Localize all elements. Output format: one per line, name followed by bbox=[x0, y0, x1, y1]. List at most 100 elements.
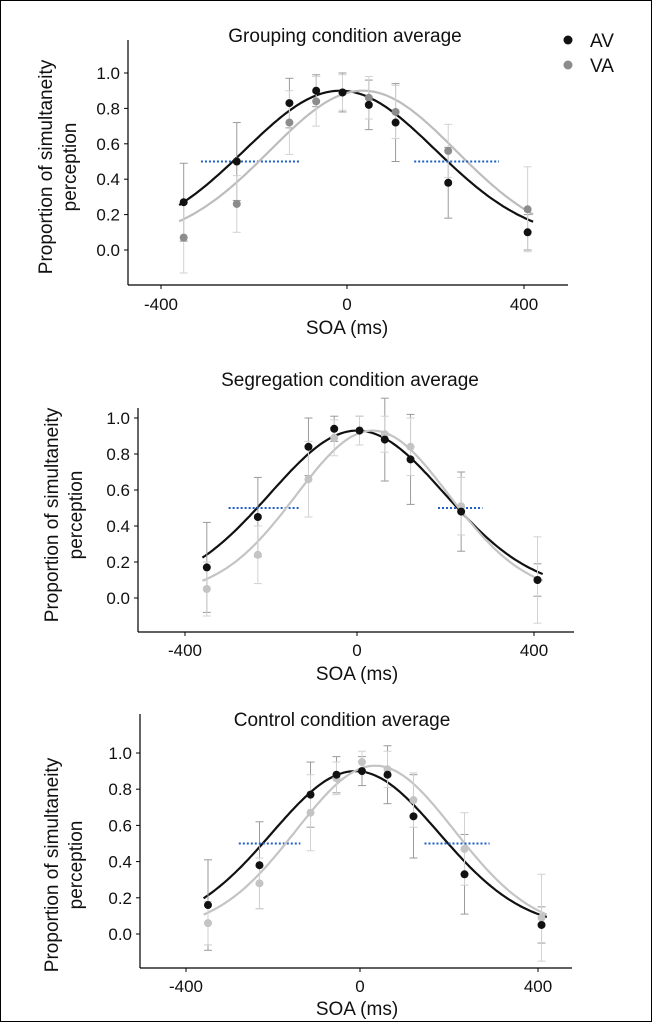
y-tick-label: 0.0 bbox=[96, 241, 120, 260]
plot-area: 0.0 0.2 0.4 0.6 0.8 1.0 -400 0 400 bbox=[96, 40, 568, 314]
chart-title: Grouping condition average bbox=[228, 26, 461, 47]
data-point-va bbox=[179, 233, 188, 242]
data-point-av bbox=[364, 100, 373, 109]
fit-curve-va bbox=[202, 429, 544, 582]
data-point-av bbox=[232, 157, 241, 166]
data-point-av bbox=[444, 178, 453, 187]
chart-panel-segregation: Segregation condition average Proportion… bbox=[42, 370, 574, 685]
x-tick-label: 0 bbox=[342, 295, 351, 314]
y-axis-label-line-1: Proportion of simultaneity bbox=[36, 59, 57, 274]
data-point-av bbox=[409, 812, 418, 821]
y-tick-label: 0.0 bbox=[108, 925, 132, 944]
x-tick-label: 400 bbox=[510, 295, 538, 314]
data-point-av bbox=[355, 426, 364, 435]
x-tick-label: 400 bbox=[520, 641, 548, 660]
data-point-va bbox=[312, 97, 321, 106]
x-tick-label: 0 bbox=[352, 641, 361, 660]
fit-curve-va bbox=[178, 89, 534, 223]
data-point-av bbox=[312, 86, 321, 95]
legend-marker-va bbox=[563, 60, 573, 70]
data-point-av bbox=[533, 576, 542, 584]
data-point-va bbox=[204, 919, 212, 928]
data-point-va bbox=[330, 433, 339, 442]
data-point-av bbox=[358, 767, 366, 776]
fit-curve-av bbox=[201, 429, 544, 576]
y-tick-label: 0.4 bbox=[106, 517, 130, 536]
data-point-av bbox=[202, 563, 211, 572]
data-point-va bbox=[460, 844, 469, 853]
data-point-va bbox=[358, 758, 366, 767]
y-tick-label: 0.4 bbox=[96, 170, 120, 189]
chart-panel-control: Control condition average Proportion of … bbox=[42, 710, 572, 1020]
y-tick-label: 1.0 bbox=[96, 64, 120, 83]
data-point-av bbox=[332, 770, 341, 779]
data-point-va bbox=[255, 879, 264, 888]
plot-area: 0.0 0.2 0.4 0.6 0.8 1.0 -400 0 400 bbox=[106, 397, 574, 660]
y-tick-label: 1.0 bbox=[108, 744, 132, 763]
fit-curve-av bbox=[178, 89, 534, 223]
y-tick-label: 0.8 bbox=[108, 780, 132, 799]
y-tick-label: 0.0 bbox=[106, 589, 130, 608]
data-point-va bbox=[391, 107, 400, 116]
y-axis-label-line-2: perception bbox=[66, 471, 87, 560]
fit-curve-av bbox=[202, 770, 548, 919]
x-axis-label: SOA (ms) bbox=[306, 318, 388, 339]
data-point-av bbox=[179, 198, 188, 207]
data-point-va bbox=[304, 475, 313, 484]
x-tick-label: 0 bbox=[355, 977, 364, 996]
x-tick-label: -400 bbox=[168, 641, 202, 660]
y-axis-label-line-2: perception bbox=[60, 123, 81, 212]
data-point-av bbox=[285, 99, 294, 108]
plot-area: 0.0 0.2 0.4 0.6 0.8 1.0 -400 0 400 bbox=[108, 714, 572, 996]
data-point-va bbox=[409, 796, 418, 805]
data-point-va bbox=[444, 146, 453, 155]
x-tick-label: -400 bbox=[169, 977, 203, 996]
legend-label-av: AV bbox=[590, 31, 614, 52]
data-point-av bbox=[460, 870, 469, 879]
y-tick-label: 1.0 bbox=[106, 409, 130, 428]
data-point-av bbox=[391, 118, 400, 127]
data-point-va bbox=[202, 585, 211, 593]
y-axis-label-line-1: Proportion of simultaneity bbox=[42, 407, 63, 622]
data-point-av bbox=[330, 424, 339, 433]
data-point-va bbox=[232, 199, 241, 208]
data-point-va bbox=[253, 550, 262, 559]
data-point-av bbox=[537, 920, 546, 929]
y-tick-label: 0.8 bbox=[106, 445, 130, 464]
data-point-av bbox=[255, 861, 264, 870]
y-tick-label: 0.2 bbox=[96, 206, 120, 225]
y-tick-label: 0.2 bbox=[106, 553, 130, 572]
data-point-av bbox=[383, 770, 392, 779]
data-point-av bbox=[338, 88, 347, 97]
data-point-va bbox=[364, 93, 373, 102]
data-point-av bbox=[523, 228, 532, 237]
data-point-va bbox=[537, 913, 546, 922]
x-axis-label: SOA (ms) bbox=[316, 999, 398, 1020]
data-point-av bbox=[457, 507, 466, 516]
data-point-av bbox=[253, 513, 262, 521]
legend-marker-av bbox=[563, 35, 573, 45]
y-tick-label: 0.6 bbox=[96, 135, 120, 154]
data-point-av bbox=[304, 442, 313, 451]
data-point-va bbox=[406, 442, 415, 451]
y-tick-label: 0.6 bbox=[108, 816, 132, 835]
chart-title: Segregation condition average bbox=[221, 370, 479, 391]
data-point-av bbox=[204, 901, 212, 910]
y-tick-label: 0.2 bbox=[108, 889, 132, 908]
fit-curve-va bbox=[203, 764, 548, 916]
chart-title: Control condition average bbox=[234, 710, 451, 731]
y-axis-label-line-2: perception bbox=[66, 821, 87, 910]
legend: AV VA bbox=[563, 31, 614, 77]
x-tick-label: -400 bbox=[144, 295, 178, 314]
data-point-va bbox=[523, 205, 532, 214]
x-axis-label: SOA (ms) bbox=[316, 664, 398, 685]
data-point-va bbox=[285, 118, 294, 127]
chart-panel-grouping: Grouping condition average Proportion of… bbox=[36, 26, 568, 339]
data-point-av bbox=[406, 455, 415, 464]
data-point-av bbox=[306, 790, 315, 799]
data-point-va bbox=[306, 808, 315, 817]
y-tick-label: 0.6 bbox=[106, 481, 130, 500]
data-point-av bbox=[380, 435, 389, 444]
x-tick-label: 400 bbox=[524, 977, 552, 996]
y-tick-label: 0.8 bbox=[96, 99, 120, 118]
